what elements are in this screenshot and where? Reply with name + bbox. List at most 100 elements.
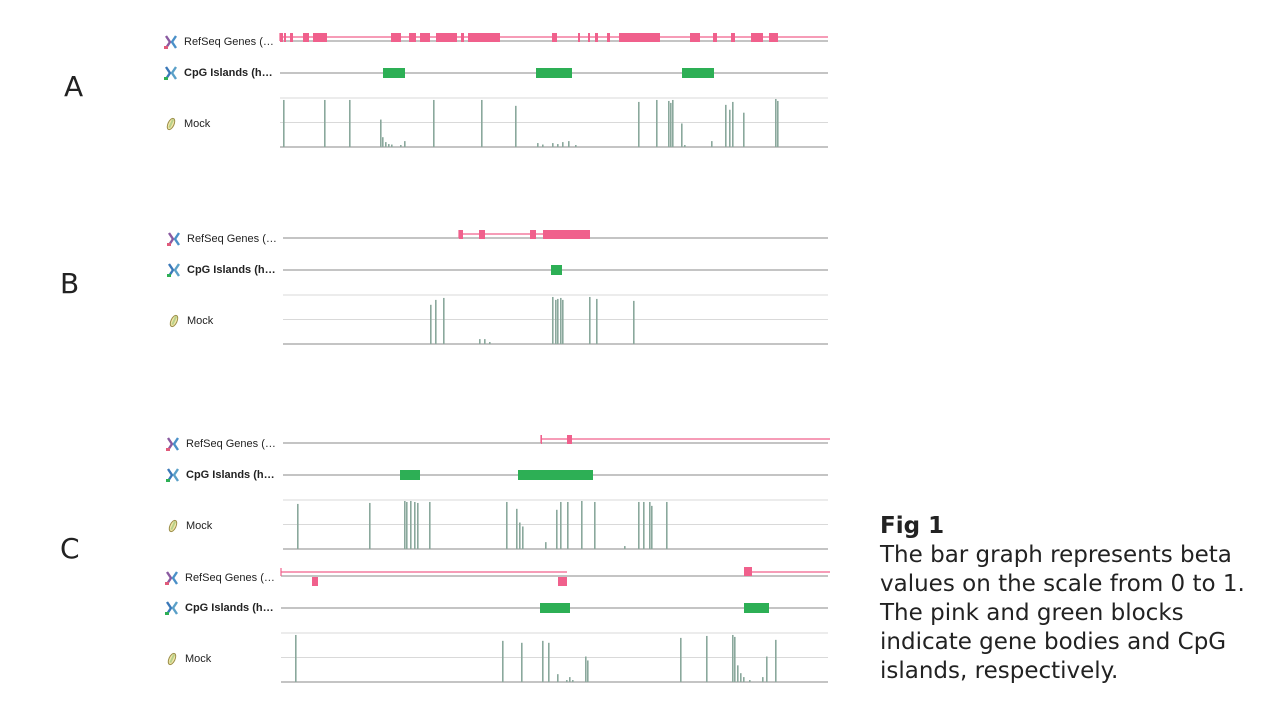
beta-value-bar bbox=[552, 143, 554, 147]
gene-exon-block bbox=[459, 230, 463, 239]
cpg-chromosome-icon bbox=[164, 66, 177, 80]
caption-body: The bar graph represents beta values on … bbox=[880, 542, 1245, 684]
gene-exon-block bbox=[751, 33, 763, 42]
gene-exon-block bbox=[541, 435, 542, 444]
beta-value-bar bbox=[400, 145, 402, 147]
refseq-track-name: RefSeq Genes (… bbox=[187, 233, 277, 245]
panel-letter-c: C bbox=[60, 532, 80, 565]
refseq-chromosome-icon bbox=[166, 437, 179, 451]
gene-exon-block bbox=[607, 33, 610, 42]
beta-value-bar bbox=[385, 142, 387, 147]
tube-icon bbox=[168, 519, 178, 533]
gene-exon-block bbox=[543, 230, 590, 239]
gene-exon-block bbox=[769, 33, 778, 42]
beta-value-bar bbox=[479, 339, 481, 344]
beta-value-bar bbox=[775, 639, 777, 682]
cpg-chromosome-icon bbox=[166, 468, 179, 482]
cpg-island-block bbox=[536, 68, 572, 78]
beta-value-bar bbox=[388, 144, 390, 147]
beta-value-bar bbox=[681, 123, 683, 147]
gene-exon-block bbox=[479, 230, 485, 239]
beta-value-bar bbox=[297, 503, 299, 549]
beta-value-bar bbox=[743, 112, 745, 147]
beta-value-bar bbox=[638, 501, 640, 549]
beta-value-bar bbox=[404, 141, 406, 147]
mock-track-name: Mock bbox=[184, 118, 211, 130]
mock-track-name: Mock bbox=[186, 520, 213, 532]
beta-value-bar bbox=[734, 636, 736, 682]
beta-value-bar bbox=[521, 642, 523, 682]
gene-exon-block bbox=[588, 33, 590, 42]
beta-value-bar bbox=[542, 640, 544, 682]
beta-value-bar bbox=[777, 100, 779, 147]
beta-value-bar bbox=[670, 102, 672, 147]
beta-value-bar bbox=[638, 101, 640, 147]
beta-value-bar bbox=[633, 300, 635, 344]
beta-value-bar bbox=[668, 100, 670, 147]
gene-exon-block bbox=[530, 230, 536, 239]
beta-value-bar bbox=[295, 634, 297, 682]
beta-value-bar bbox=[515, 105, 517, 147]
beta-value-bar bbox=[589, 296, 591, 344]
beta-value-bar bbox=[557, 298, 559, 344]
gene-exon-block bbox=[595, 33, 598, 42]
beta-value-bar bbox=[651, 505, 653, 549]
beta-value-bar bbox=[624, 546, 626, 549]
gene-exon-block bbox=[731, 33, 735, 42]
refseq-track-name: RefSeq Genes (… bbox=[185, 572, 275, 584]
gene-exon-block bbox=[690, 33, 700, 42]
cpg-island-block bbox=[540, 603, 570, 613]
gene-exon-block bbox=[468, 33, 500, 42]
cpg-island-block bbox=[551, 265, 562, 275]
beta-value-bar bbox=[587, 660, 589, 682]
beta-value-bar bbox=[672, 99, 674, 147]
cpg-island-block bbox=[400, 470, 420, 480]
beta-value-bar bbox=[406, 501, 408, 549]
beta-value-bar bbox=[572, 680, 574, 682]
beta-value-bar bbox=[516, 508, 518, 549]
gene-exon-block bbox=[578, 33, 580, 42]
beta-value-bar bbox=[430, 304, 432, 344]
beta-value-bar bbox=[433, 99, 435, 147]
gene-exon-block bbox=[420, 33, 430, 42]
beta-value-bar bbox=[706, 635, 708, 682]
beta-value-bar bbox=[417, 502, 419, 549]
refseq-chromosome-icon bbox=[165, 571, 178, 585]
beta-value-bar bbox=[585, 656, 587, 682]
beta-value-bar bbox=[349, 99, 351, 147]
gene-exon-block bbox=[290, 33, 293, 42]
refseq-track-name: RefSeq Genes (… bbox=[184, 36, 274, 48]
beta-value-bar bbox=[732, 634, 734, 682]
beta-value-bar bbox=[562, 299, 564, 344]
beta-value-bar bbox=[429, 501, 431, 549]
cpg-island-block bbox=[383, 68, 405, 78]
beta-value-bar bbox=[569, 677, 571, 682]
beta-value-bar bbox=[766, 656, 768, 682]
gene-exon-block bbox=[558, 577, 567, 586]
beta-value-bar bbox=[552, 296, 554, 344]
beta-value-bar bbox=[749, 680, 751, 682]
beta-value-bar bbox=[581, 500, 583, 549]
mock-track-name: Mock bbox=[187, 315, 214, 327]
beta-value-bar bbox=[649, 501, 651, 549]
beta-value-bar bbox=[725, 104, 727, 147]
beta-value-bar bbox=[382, 137, 384, 147]
cpg-chromosome-icon bbox=[167, 263, 180, 277]
mock-track-name: Mock bbox=[185, 653, 212, 665]
beta-value-bar bbox=[711, 141, 713, 147]
gene-exon-block bbox=[280, 33, 283, 42]
tube-icon bbox=[167, 652, 177, 666]
beta-value-bar bbox=[732, 101, 734, 147]
beta-value-bar bbox=[568, 141, 570, 147]
beta-value-bar bbox=[743, 677, 745, 682]
beta-value-bar bbox=[522, 526, 524, 549]
gene-exon-block bbox=[436, 33, 457, 42]
beta-value-bar bbox=[380, 119, 382, 147]
beta-value-bar bbox=[594, 501, 596, 549]
beta-value-bar bbox=[643, 501, 645, 549]
beta-value-bar bbox=[542, 144, 544, 147]
beta-value-bar bbox=[391, 144, 393, 147]
beta-value-bar bbox=[369, 502, 371, 549]
beta-value-bar bbox=[545, 542, 547, 549]
